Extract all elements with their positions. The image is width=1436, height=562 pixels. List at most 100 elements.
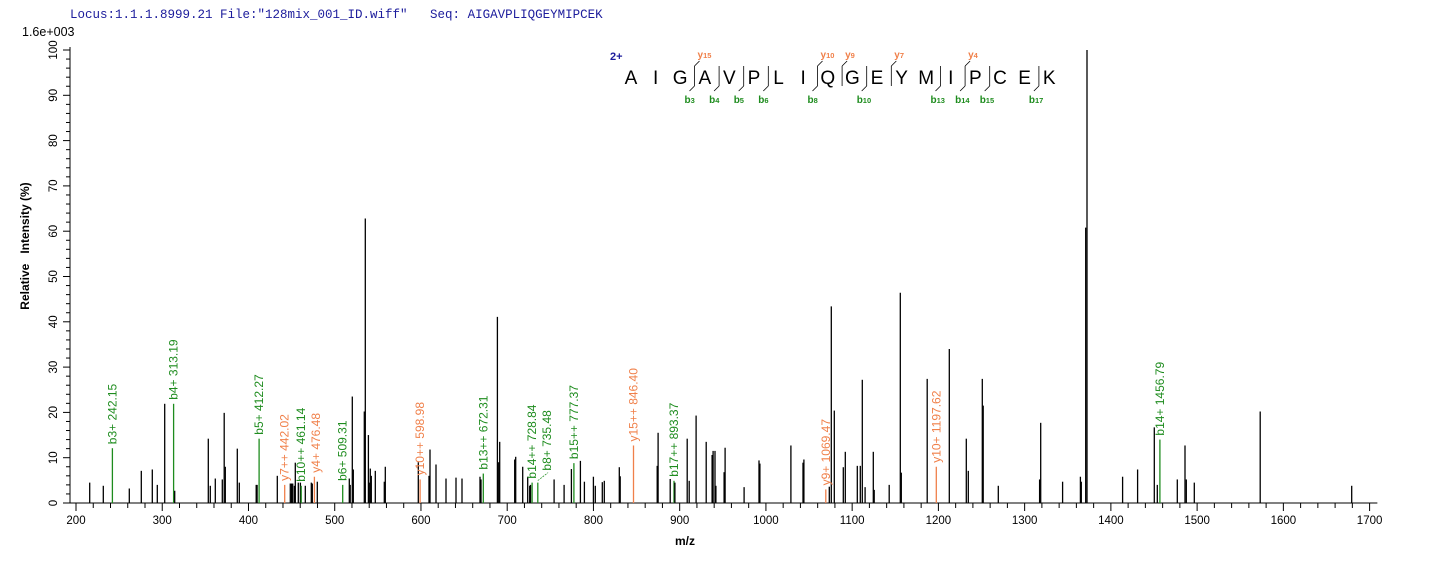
b-ion-label: b14: [955, 95, 970, 106]
y-tick-label: 40: [48, 315, 60, 328]
peak-label: b14++ 728.84: [525, 404, 539, 478]
sequence-residue: A: [625, 68, 638, 89]
peak-label: y15++ 846.40: [627, 368, 641, 442]
b-ion-label: b3: [685, 95, 695, 106]
y-ion-label: y9: [845, 50, 855, 61]
b-ion-label: b4: [709, 95, 720, 106]
sequence-residue: E: [1018, 68, 1031, 89]
x-tick-label: 200: [66, 515, 85, 527]
b-ion-label: b8: [808, 95, 818, 106]
b-ion-label: b5: [734, 95, 744, 106]
axes: 200 300 400 500 600 700 800 900 1000 1100 1200 1300…: [48, 40, 1382, 527]
b-break-hook: [763, 85, 769, 92]
peak-label: b5+ 412.27: [252, 374, 266, 435]
spectrum-title: Locus:1.1.1.8999.21 File:"128mix_001_ID.…: [70, 8, 603, 22]
x-tick-label: 300: [153, 515, 172, 527]
x-tick-label: 900: [670, 515, 689, 527]
sequence-residue: P: [969, 68, 982, 89]
peak-label: y9+ 1069.47: [819, 419, 833, 486]
b-break-hook: [689, 85, 695, 92]
y-ion-label: y15: [698, 50, 712, 61]
y-tick-label: 60: [48, 225, 60, 238]
sequence-residue: Q: [820, 68, 835, 89]
peak-label: b13++ 672.31: [476, 395, 490, 469]
peak-label: b15++ 777.37: [567, 385, 581, 459]
x-tick-label: 500: [325, 515, 344, 527]
y-tick-label: 100: [48, 40, 60, 59]
sequence-residue: V: [723, 68, 736, 89]
y-tick-label: 20: [48, 406, 60, 419]
peak-label: b10++ 461.14: [294, 407, 308, 481]
peak-labels: b3+ 242.15 b4+ 313.19 b5+ 412.27 y7++ 442.0…: [105, 339, 1167, 485]
peak-label: y10+ 1197.62: [929, 390, 943, 463]
y-tick-label: 80: [48, 134, 60, 147]
y-ion-label: y4: [968, 50, 979, 61]
b-ion-label: b15: [980, 95, 994, 106]
sequence-residue: I: [948, 68, 953, 89]
sequence-residue: K: [1043, 68, 1056, 89]
sequence-residue: Y: [895, 68, 908, 89]
y-break-hook: [694, 60, 700, 67]
b-break-hook: [935, 85, 941, 92]
sequence-residue: P: [748, 68, 761, 89]
peak-label: y4+ 476.48: [309, 413, 323, 473]
x-tick-label: 1700: [1357, 515, 1383, 527]
b-break-hook: [713, 85, 720, 92]
y-tick-label: 50: [48, 270, 60, 283]
b-ion-label: b6: [758, 95, 768, 106]
x-tick-label: 1600: [1271, 515, 1297, 527]
sequence-residue: I: [801, 68, 806, 89]
x-tick-label: 400: [239, 515, 258, 527]
peak-label: b14+ 1456.79: [1153, 362, 1167, 436]
y-ion-label: y7: [894, 50, 904, 61]
x-tick-label: 1100: [840, 515, 865, 527]
b-break-hook: [861, 85, 867, 92]
intensity-scale-label: 1.6e+003: [22, 25, 75, 39]
peak-label: b17++ 893.37: [667, 402, 681, 476]
x-tick-label: 1500: [1184, 515, 1210, 527]
sequence-residue: C: [993, 68, 1007, 89]
sequence-residue: E: [871, 68, 884, 89]
peak-label: b3+ 242.15: [105, 383, 119, 444]
y-break-hook: [841, 60, 848, 67]
b-break-hook: [738, 85, 744, 92]
y-break-hook: [891, 60, 897, 67]
x-tick-label: 1000: [753, 515, 779, 527]
peak-label-leader: [537, 472, 549, 481]
sequence-residue: G: [673, 68, 688, 89]
charge-state-label: 2+: [610, 51, 623, 63]
b-break-hook: [1033, 85, 1040, 92]
b-break-hook: [812, 85, 818, 92]
x-tick-label: 800: [584, 515, 603, 527]
y-tick-label: 90: [48, 89, 60, 102]
y-break-hook: [964, 60, 971, 67]
peak-label: b6+ 509.31: [336, 420, 350, 481]
y-ion-label: y10: [821, 50, 835, 61]
peaks: [89, 50, 1353, 503]
b-break-hook: [984, 85, 990, 92]
sequence-residue: L: [773, 68, 784, 89]
y-tick-label: 30: [48, 361, 60, 374]
sequence-residue: M: [918, 68, 934, 89]
y-tick-label: 0: [48, 500, 60, 506]
y-break-hook: [817, 60, 823, 67]
x-tick-label: 700: [498, 515, 517, 527]
peak-label: b4+ 313.19: [167, 339, 181, 400]
x-tick-label: 1300: [1012, 515, 1038, 527]
x-tick-label: 1200: [926, 515, 952, 527]
b-ion-label: b17: [1029, 95, 1043, 106]
peak-label: y10++ 598.98: [413, 402, 427, 476]
sequence-residue: G: [845, 68, 860, 89]
peak-label: y7++ 442.02: [278, 414, 292, 481]
y-axis-label: Relative Intensity (%): [18, 182, 32, 309]
y-tick-label: 10: [48, 451, 60, 464]
y-tick-label: 70: [48, 180, 60, 193]
sequence-residue: A: [698, 68, 711, 89]
b-break-hook: [959, 85, 966, 92]
b-ion-label: b10: [857, 95, 871, 106]
x-tick-label: 1400: [1098, 515, 1124, 527]
x-tick-label: 600: [411, 515, 430, 527]
sequence-residue: I: [653, 68, 658, 89]
